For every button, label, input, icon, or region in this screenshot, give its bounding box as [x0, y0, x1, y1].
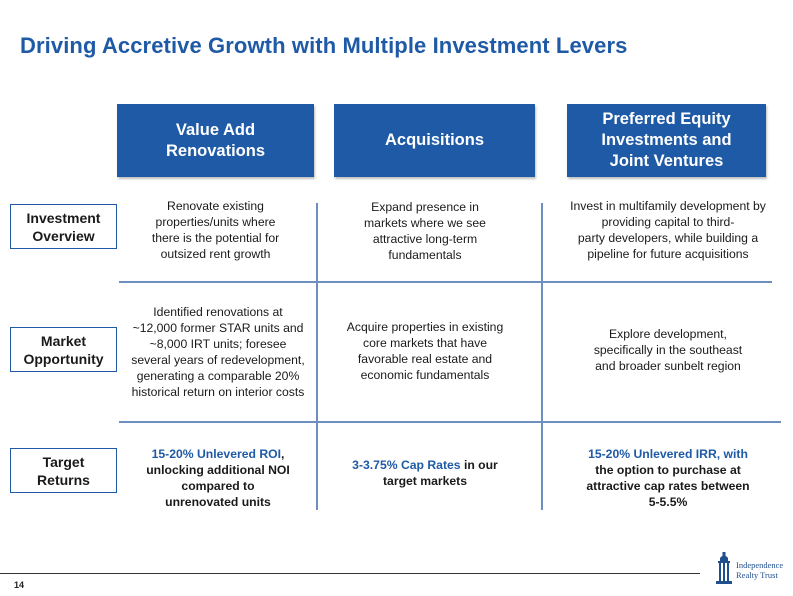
logo-text: Independence Realty Trust [736, 560, 784, 580]
cell-target-value-add: 15-20% Unlevered ROI, unlocking addition… [146, 447, 290, 509]
cell-market-value-add: Identified renovations at ~12,000 former… [131, 305, 305, 399]
cell-target-preferred-equity: 15-20% Unlevered IRR, with the option to… [586, 447, 750, 509]
cell-overview-value-add: Renovate existing properties/units where… [151, 199, 280, 261]
row-label-investment-overview: Investment Overview [10, 204, 117, 249]
highlight-irr: 15-20% Unlevered IRR [588, 447, 717, 461]
grid-divider-row-1 [119, 281, 772, 283]
footer-divider [0, 573, 700, 574]
company-logo: Independence Realty Trust [712, 548, 792, 588]
highlight-cap-rates: 3-3.75% Cap Rates [352, 458, 461, 472]
building-icon [716, 552, 732, 584]
cell-target-acquisitions: 3-3.75% Cap Rates in our target markets [352, 458, 498, 488]
column-header-value-add: Value Add Renovations [117, 104, 314, 177]
cell-market-preferred-equity: Explore development, specifically in the… [593, 327, 743, 373]
column-header-acquisitions: Acquisitions [334, 104, 535, 177]
page-number: 14 [14, 580, 25, 590]
column-header-preferred-equity: Preferred Equity Investments and Joint V… [567, 104, 766, 177]
row-label-market-opportunity: Market Opportunity [10, 327, 117, 372]
grid-divider-row-2 [119, 421, 781, 423]
grid-divider-1 [316, 203, 318, 510]
highlight-roi: 15-20% Unlevered ROI [151, 447, 281, 461]
cell-market-acquisitions: Acquire properties in existing core mark… [346, 320, 504, 382]
page-title: Driving Accretive Growth with Multiple I… [20, 33, 628, 58]
cell-overview-acquisitions: Expand presence in markets where we see … [364, 200, 486, 262]
row-label-target-returns: Target Returns [10, 448, 117, 493]
cell-overview-preferred-equity: Invest in multifamily development by pro… [570, 199, 766, 261]
grid-divider-2 [541, 203, 543, 510]
